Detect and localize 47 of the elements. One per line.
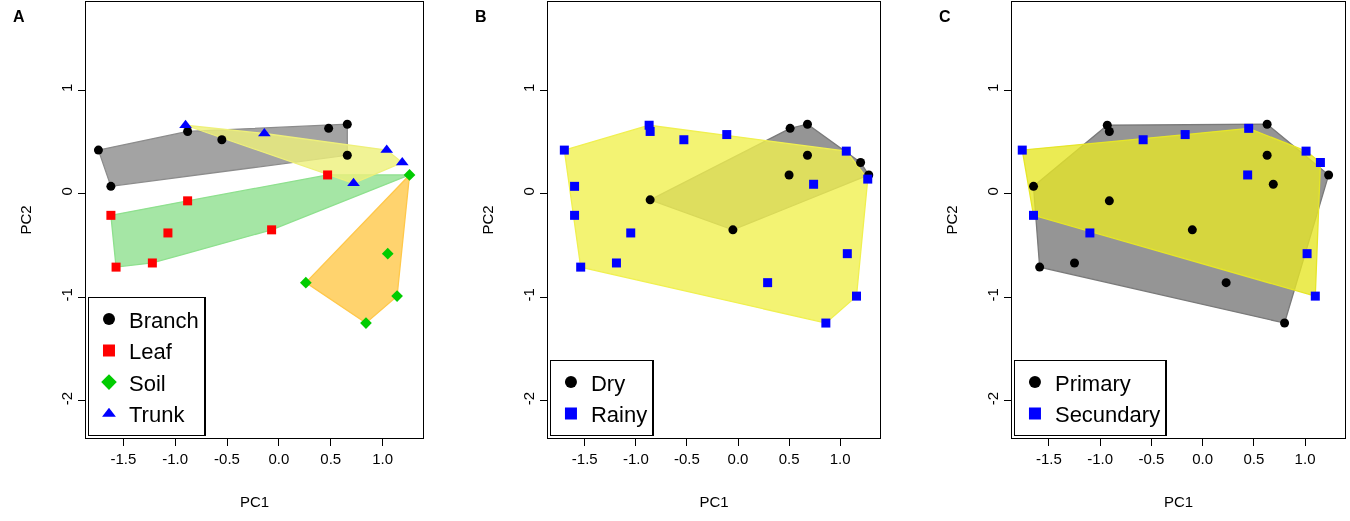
x-tick-label: -0.5 bbox=[214, 450, 240, 468]
x-axis-title: PC1 bbox=[1163, 493, 1194, 511]
legend-label: Branch bbox=[128, 307, 199, 333]
y-tick-label: -1 bbox=[57, 288, 75, 302]
y-tick-label: 1 bbox=[519, 83, 537, 92]
x-tick-label: -1.5 bbox=[571, 450, 598, 468]
x-tick-label: 0.0 bbox=[727, 450, 749, 468]
x-axis-title: PC1 bbox=[239, 493, 270, 511]
legend-label: Leaf bbox=[128, 339, 173, 365]
legend-label: Soil bbox=[128, 370, 166, 396]
y-tick-label: -2 bbox=[983, 391, 1001, 406]
y-axis-title: PC2 bbox=[943, 205, 961, 235]
x-tick-label: 0.0 bbox=[1192, 450, 1214, 468]
x-tick-label: 0.5 bbox=[320, 450, 342, 468]
chart-title: C bbox=[939, 8, 951, 25]
x-tick-label: 0.5 bbox=[778, 450, 800, 468]
y-axis-title: PC2 bbox=[17, 205, 35, 235]
x-tick-label: 1.0 bbox=[829, 450, 851, 468]
y-tick-label: 1 bbox=[983, 83, 1001, 92]
y-tick-label: 0 bbox=[983, 187, 1001, 196]
x-tick-label: -1.0 bbox=[162, 450, 189, 468]
x-tick-label: -1.5 bbox=[110, 450, 137, 468]
x-tick-label: 0.5 bbox=[1243, 450, 1265, 468]
y-tick-label: -2 bbox=[519, 391, 537, 406]
legend-label: Dry bbox=[590, 370, 626, 396]
y-tick-label: 0 bbox=[519, 187, 537, 196]
y-tick-label: -2 bbox=[57, 391, 75, 406]
legend-label: Trunk bbox=[128, 402, 186, 428]
legend-label: Rainy bbox=[590, 402, 648, 428]
x-tick-label: 0.0 bbox=[268, 450, 290, 468]
y-tick-label: 0 bbox=[57, 187, 75, 196]
x-tick-label: -1.5 bbox=[1035, 450, 1062, 468]
y-axis-title: PC2 bbox=[479, 205, 497, 235]
y-tick-label: 1 bbox=[57, 83, 75, 92]
x-tick-label: -1.0 bbox=[622, 450, 649, 468]
legend-label: Primary bbox=[1054, 370, 1131, 396]
x-tick-label: 1.0 bbox=[1294, 450, 1316, 468]
legend-label: Secundary bbox=[1054, 402, 1161, 428]
x-tick-label: -1.0 bbox=[1087, 450, 1114, 468]
x-tick-label: 1.0 bbox=[372, 450, 393, 468]
chart-title: A bbox=[13, 8, 25, 25]
x-tick-label: -0.5 bbox=[674, 450, 700, 468]
x-tick-label: -0.5 bbox=[1138, 450, 1165, 468]
x-axis-title: PC1 bbox=[699, 493, 729, 511]
chart-title: B bbox=[475, 8, 487, 25]
y-tick-label: -1 bbox=[983, 288, 1001, 302]
y-tick-label: -1 bbox=[519, 288, 537, 302]
